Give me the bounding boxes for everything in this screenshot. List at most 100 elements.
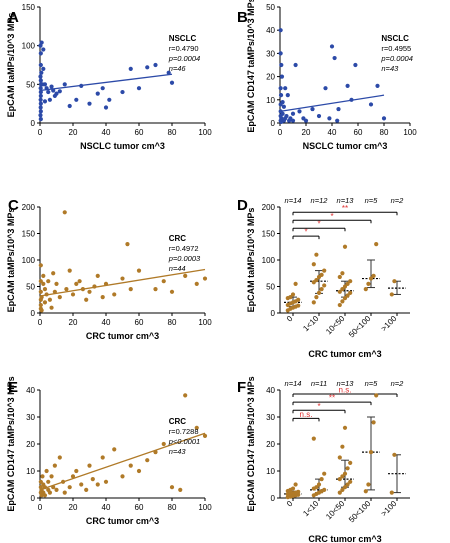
data-point (310, 106, 315, 112)
data-point (340, 487, 345, 492)
data-point (39, 70, 44, 75)
data-point (100, 86, 105, 91)
y-tick-label: 40 (266, 26, 275, 35)
group-label: 0 (285, 499, 295, 509)
data-point (353, 62, 358, 68)
y-axis-title: EpCAM taMPs/10^3 MPs (6, 13, 16, 118)
data-point (64, 287, 69, 292)
data-point (112, 447, 117, 452)
panel-e: E 0 10 20 30 40 0 20 40 60 80 100 CRC tumor cm^3 EpCA… (6, 376, 212, 526)
significance-label: * (317, 220, 320, 229)
x-tick-label: 80 (380, 128, 389, 137)
data-point (52, 289, 57, 294)
x-tick-label: 60 (135, 128, 144, 137)
data-point (290, 118, 296, 123)
data-point (38, 302, 43, 308)
data-point (169, 80, 175, 85)
data-point (38, 105, 43, 110)
data-point (183, 393, 188, 398)
data-point (38, 51, 43, 56)
data-point (178, 487, 183, 492)
data-point (100, 455, 105, 460)
y-tick-label: 100 (22, 42, 36, 51)
data-point (375, 83, 380, 88)
data-point (337, 289, 342, 294)
data-point (38, 479, 43, 484)
data-point (47, 97, 53, 102)
x-tick-label: 0 (278, 128, 283, 137)
group-label: 50<100 (347, 314, 373, 340)
x-tick-label: 40 (102, 128, 111, 137)
data-point (70, 474, 76, 479)
y-tick-label: 50 (266, 283, 275, 292)
data-point (61, 479, 66, 484)
x-axis-title: NSCLC tumor cm^3 (303, 141, 388, 151)
data-point (337, 274, 342, 280)
data-point (194, 425, 199, 430)
regression-line (39, 73, 173, 92)
significance-label: n.s. (339, 386, 352, 395)
y-tick-label: 40 (266, 386, 275, 395)
x-tick-label: 20 (69, 128, 78, 137)
y-tick-label: 10 (26, 467, 35, 476)
data-point (51, 88, 56, 93)
data-point (342, 425, 348, 430)
data-point (368, 276, 374, 281)
group-label: 1<10 (301, 499, 320, 518)
data-point (107, 97, 112, 102)
data-point (327, 116, 332, 121)
data-point (41, 281, 46, 286)
x-tick-label: 80 (168, 128, 177, 137)
panel-letter: C (8, 197, 19, 214)
data-point (345, 482, 350, 487)
data-point (39, 308, 44, 313)
y-tick-label: 30 (26, 413, 35, 422)
data-point (136, 268, 142, 273)
data-point (95, 91, 100, 96)
data-point (74, 97, 79, 102)
data-point (290, 111, 296, 116)
data-point (281, 104, 286, 109)
data-point (57, 455, 62, 460)
group-label: >100 (379, 499, 398, 518)
data-point (103, 281, 109, 286)
data-point (39, 40, 44, 45)
data-point (340, 444, 345, 449)
annotation-title: NSCLC (169, 34, 197, 43)
y-tick-label: 0 (31, 309, 36, 318)
regression-line (39, 432, 206, 491)
data-point (77, 279, 82, 284)
data-point (47, 490, 53, 495)
data-point (120, 474, 125, 479)
data-point (67, 485, 72, 490)
data-point (371, 420, 376, 425)
y-axis-title: EpCAM taMPs/10^3 MPs (246, 208, 256, 313)
data-point (62, 490, 67, 495)
data-point (296, 303, 301, 308)
data-point (67, 268, 72, 273)
y-axis-title: EpCAM CD147 taMPs/10^3 MPs (246, 0, 256, 133)
x-tick-label: 0 (38, 128, 43, 137)
data-point (38, 117, 43, 122)
group-n-label: n=2 (391, 196, 405, 205)
regression-line (39, 268, 206, 297)
data-point (38, 62, 43, 68)
x-axis-title: CRC tumor cm^3 (308, 534, 381, 543)
data-point (46, 279, 51, 284)
data-point (169, 485, 175, 490)
annotation-p: p=0.0003 (168, 254, 201, 263)
data-point (136, 86, 142, 91)
data-point (342, 296, 348, 301)
data-point (335, 118, 340, 123)
data-point (278, 28, 283, 33)
significance-label: * (304, 228, 307, 237)
data-point (103, 479, 109, 484)
data-point (389, 292, 394, 297)
data-point (95, 482, 100, 487)
data-point (74, 281, 79, 286)
data-point (278, 86, 283, 91)
data-point (103, 105, 109, 110)
annotation-n: n=44 (169, 264, 186, 273)
data-point (39, 295, 44, 300)
data-point (314, 485, 319, 490)
